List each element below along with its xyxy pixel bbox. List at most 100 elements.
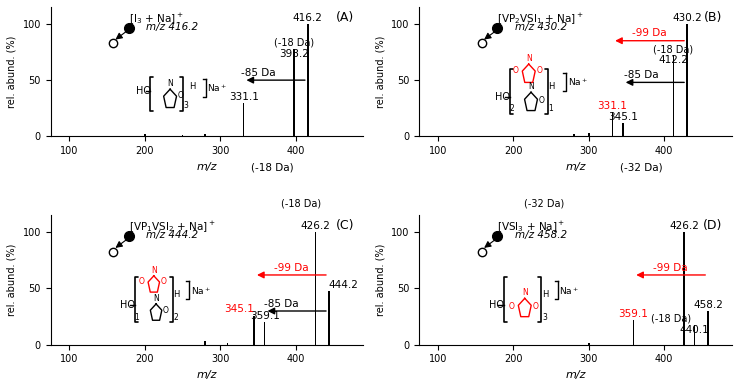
Text: [VSI$_3$ + Na]$^+$: [VSI$_3$ + Na]$^+$ <box>497 219 565 234</box>
Text: HO: HO <box>488 300 503 310</box>
Bar <box>227 342 228 345</box>
Text: 345.1: 345.1 <box>225 305 254 314</box>
Text: N: N <box>153 294 159 303</box>
Text: N: N <box>167 79 173 88</box>
Text: (A): (A) <box>336 11 354 24</box>
Text: 359.1: 359.1 <box>619 309 648 319</box>
Text: 416.2: 416.2 <box>293 13 323 23</box>
Text: 331.1: 331.1 <box>228 91 259 101</box>
Bar <box>687 24 688 137</box>
Bar <box>144 134 146 137</box>
Text: (-18 Da): (-18 Da) <box>274 38 314 48</box>
Text: N: N <box>526 54 531 63</box>
Text: 3: 3 <box>542 313 547 322</box>
Text: (-18 Da): (-18 Da) <box>281 199 321 209</box>
Text: -99 Da: -99 Da <box>632 29 667 38</box>
Bar <box>205 341 206 345</box>
Bar <box>707 311 709 345</box>
Text: 444.2: 444.2 <box>329 279 358 289</box>
Text: m/z 430.2: m/z 430.2 <box>514 22 567 32</box>
Text: m/z 458.2: m/z 458.2 <box>514 230 567 240</box>
Text: H: H <box>542 290 548 299</box>
Text: Na$^+$: Na$^+$ <box>207 82 227 94</box>
Text: 440.1: 440.1 <box>680 325 709 334</box>
Bar <box>243 103 245 137</box>
Y-axis label: rel. abund. (%): rel. abund. (%) <box>7 244 17 316</box>
X-axis label: m/z: m/z <box>565 370 586 380</box>
Text: Na$^+$: Na$^+$ <box>559 285 579 296</box>
Text: 426.2: 426.2 <box>669 221 699 231</box>
Y-axis label: rel. abund. (%): rel. abund. (%) <box>375 244 386 316</box>
Text: 430.2: 430.2 <box>672 13 702 23</box>
Text: (C): (C) <box>336 219 354 232</box>
Text: O: O <box>163 306 168 315</box>
Bar <box>622 123 624 137</box>
Text: 331.1: 331.1 <box>597 101 627 111</box>
Bar <box>633 320 634 345</box>
Text: 345.1: 345.1 <box>608 112 638 122</box>
Text: O: O <box>539 96 545 104</box>
Text: O: O <box>509 302 515 311</box>
Text: -99 Da: -99 Da <box>274 263 309 273</box>
Text: Na$^+$: Na$^+$ <box>568 77 588 88</box>
Bar <box>253 315 255 345</box>
Text: -85 Da: -85 Da <box>241 68 275 78</box>
Text: -85 Da: -85 Da <box>624 70 658 80</box>
Bar <box>328 291 330 345</box>
Text: O: O <box>139 277 145 286</box>
Text: O: O <box>160 277 166 286</box>
Text: 398.2: 398.2 <box>279 49 309 58</box>
Text: 458.2: 458.2 <box>693 300 723 310</box>
Text: (-18 Da): (-18 Da) <box>251 162 294 172</box>
Text: -99 Da: -99 Da <box>653 263 687 273</box>
Y-axis label: rel. abund. (%): rel. abund. (%) <box>7 36 17 108</box>
Text: O: O <box>537 66 542 75</box>
X-axis label: m/z: m/z <box>197 162 217 172</box>
X-axis label: m/z: m/z <box>197 370 217 380</box>
Bar <box>205 134 206 137</box>
Bar <box>694 325 695 345</box>
Bar <box>588 133 590 137</box>
Bar <box>293 49 295 137</box>
Text: O: O <box>513 66 519 75</box>
Text: H: H <box>548 82 555 91</box>
Text: HO: HO <box>495 92 510 102</box>
Text: m/z 444.2: m/z 444.2 <box>146 230 198 240</box>
Text: 412.2: 412.2 <box>658 55 688 65</box>
Text: [I$_3$ + Na]$^+$: [I$_3$ + Na]$^+$ <box>129 11 183 26</box>
Bar <box>182 135 183 137</box>
Bar <box>573 134 574 137</box>
Text: 3: 3 <box>184 101 188 110</box>
Text: (-32 Da): (-32 Da) <box>620 162 663 172</box>
Text: N: N <box>151 266 157 275</box>
Bar <box>264 322 265 345</box>
Text: (B): (B) <box>704 11 723 24</box>
Text: Na$^+$: Na$^+$ <box>191 285 211 296</box>
Text: H: H <box>189 82 195 91</box>
Text: N: N <box>522 288 528 297</box>
Bar <box>684 232 685 345</box>
Text: 426.2: 426.2 <box>300 221 330 231</box>
Text: [VP$_2$VSI$_1$ + Na]$^+$: [VP$_2$VSI$_1$ + Na]$^+$ <box>497 11 584 26</box>
Bar <box>612 112 613 137</box>
Text: m/z 416.2: m/z 416.2 <box>146 22 198 32</box>
Text: 2: 2 <box>509 104 514 113</box>
Text: 1: 1 <box>548 104 553 113</box>
Y-axis label: rel. abund. (%): rel. abund. (%) <box>375 36 386 108</box>
Text: (D): (D) <box>704 219 723 232</box>
Text: 359.1: 359.1 <box>250 311 279 321</box>
Text: 2: 2 <box>174 313 178 322</box>
Text: 1: 1 <box>134 313 139 322</box>
Text: (-32 Da): (-32 Da) <box>524 199 565 209</box>
Bar <box>672 55 674 137</box>
X-axis label: m/z: m/z <box>565 162 586 172</box>
Text: (-18 Da): (-18 Da) <box>653 44 693 54</box>
Text: O: O <box>177 91 183 101</box>
Bar <box>307 24 308 137</box>
Text: (-18 Da): (-18 Da) <box>651 313 692 324</box>
Text: O: O <box>532 302 538 311</box>
Text: HO: HO <box>136 86 151 96</box>
Text: HO: HO <box>120 300 135 310</box>
Text: [VP$_1$VSI$_2$ + Na]$^+$: [VP$_1$VSI$_2$ + Na]$^+$ <box>129 219 215 234</box>
Bar <box>588 342 590 345</box>
